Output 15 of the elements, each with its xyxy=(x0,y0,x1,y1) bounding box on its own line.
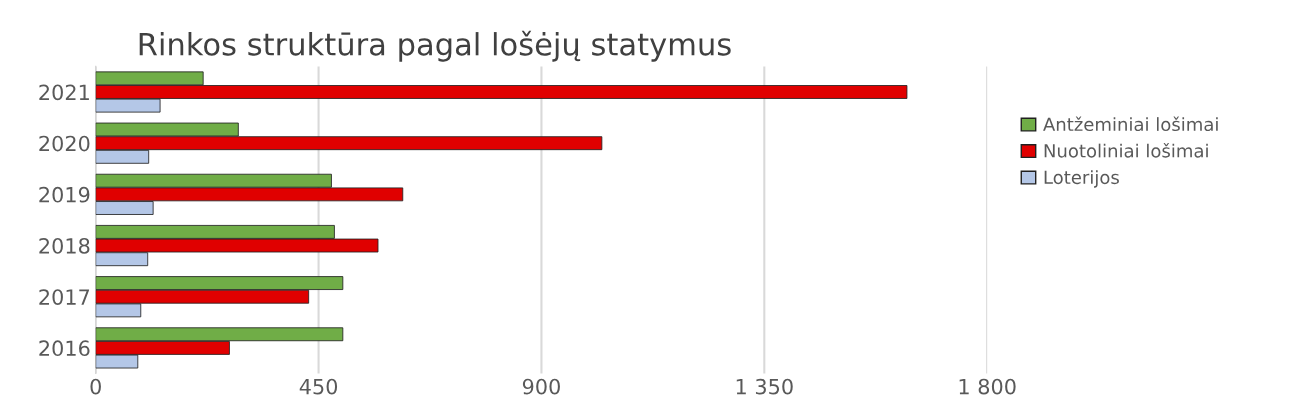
x-tick-label: 1 800 xyxy=(959,378,1016,395)
y-tick-label: 2021 xyxy=(39,84,89,101)
chart-title: Rinkos struktūra pagal lošėjų statymus xyxy=(139,30,731,62)
x-tick-label: 1 350 xyxy=(736,378,793,395)
y-tick-label: 2017 xyxy=(39,289,90,305)
y-tick-label: 2020 xyxy=(39,135,90,152)
legend-label: Loterijos xyxy=(1044,170,1119,188)
legend-label: Nuotoliniai lošimai xyxy=(1044,142,1208,158)
x-tick-label: 900 xyxy=(522,378,560,395)
x-tick-label: 450 xyxy=(299,378,338,395)
y-tick-label: 2019 xyxy=(39,186,90,203)
legend-label: Antžeminiai lošimai xyxy=(1043,116,1218,132)
y-tick-label: 2016 xyxy=(39,340,90,357)
y-tick-label: 2018 xyxy=(39,237,90,254)
x-tick-label: 0 xyxy=(90,378,101,395)
